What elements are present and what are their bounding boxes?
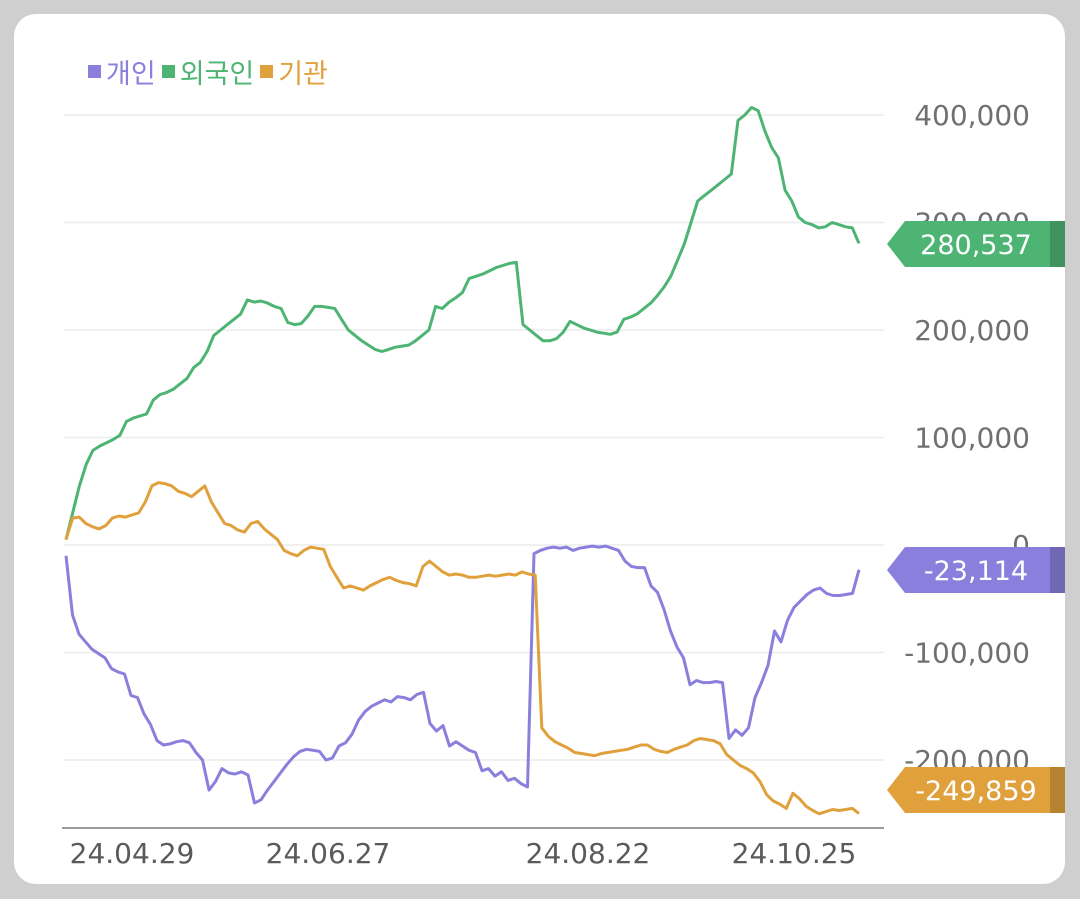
x-tick-label: 24.10.25	[732, 837, 857, 870]
line-institution[interactable]	[64, 481, 860, 816]
tag-foreign: 280,537	[887, 221, 1065, 267]
legend-label-individual: 개인	[106, 59, 156, 90]
tag-institution: -249,859	[887, 767, 1065, 813]
legend-item-institution[interactable]: 기관	[260, 52, 328, 91]
tag-edge	[1050, 767, 1065, 813]
y-tick-label: -100,000	[904, 637, 1030, 670]
tag-individual: -23,114	[887, 547, 1065, 593]
tag-background	[887, 767, 1065, 813]
legend-item-foreign[interactable]: 외국인	[161, 52, 255, 91]
y-tick-label: 400,000	[914, 99, 1030, 132]
tag-background	[887, 547, 1065, 593]
tag-label: -23,114	[924, 556, 1028, 587]
y-tick-label: 100,000	[914, 422, 1030, 455]
tag-edge	[1050, 547, 1065, 593]
tag-edge	[1050, 221, 1065, 267]
x-tick-label: 24.06.27	[266, 837, 391, 870]
legend-swatch-foreign	[161, 65, 175, 78]
legend-label-institution: 기관	[278, 59, 328, 90]
legend-item-individual[interactable]: 개인	[88, 52, 156, 91]
y-axis-ticks: 400,000300,000200,000100,0000-100,000-20…	[904, 99, 1030, 777]
grid-lines	[64, 114, 884, 761]
line-chart: 400,000300,000200,000100,0000-100,000-20…	[62, 99, 1065, 870]
series-lines	[64, 106, 861, 816]
legend-swatch-individual	[88, 65, 101, 78]
legend-label-foreign: 외국인	[179, 59, 255, 90]
line-individual[interactable]	[64, 544, 861, 805]
chart-card: 개인 외국인 기관 400,000300,000200,000100,0000-…	[14, 14, 1065, 884]
x-axis-ticks: 24.04.29 24.06.27 24.08.22 24.10.25	[70, 837, 857, 870]
legend: 개인 외국인 기관	[88, 52, 328, 91]
x-tick-label: 24.08.22	[526, 837, 651, 870]
tag-label: 280,537	[920, 230, 1032, 261]
x-tick-label: 24.04.29	[70, 837, 195, 870]
tag-label: -249,859	[915, 776, 1036, 807]
y-tick-label: 200,000	[914, 314, 1030, 347]
legend-swatch-institution	[260, 65, 274, 78]
tag-background	[887, 221, 1065, 267]
line-foreign[interactable]	[64, 106, 861, 540]
last-value-tags: 280,537 -23,114 -249,859	[887, 221, 1065, 813]
